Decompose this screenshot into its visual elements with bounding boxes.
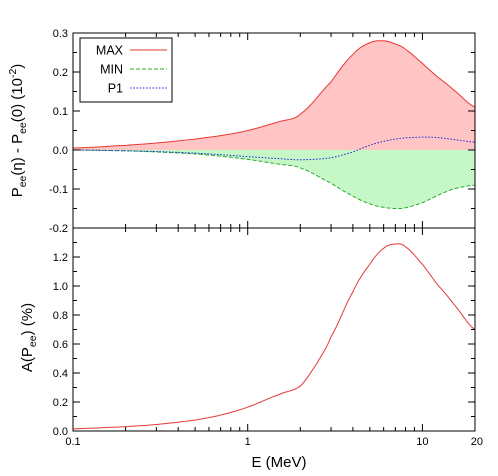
x-axis-title: E (MeV) — [251, 454, 306, 471]
top-y-tick-label: -0.1 — [49, 184, 68, 196]
x-tick-label: 20 — [471, 436, 483, 448]
bottom-lines — [72, 243, 476, 430]
legend-label-min: MIN — [100, 63, 123, 77]
bottom-y-tick-label: 1.0 — [53, 281, 68, 293]
top-fills — [73, 40, 475, 209]
bottom-y-axis-title: A(Pee) (%) — [19, 303, 39, 372]
bottom-y-tick-label: 0.8 — [53, 310, 68, 322]
top-lines — [72, 40, 476, 210]
series-line-min — [72, 149, 476, 210]
bottom-y-tick-label: 0.0 — [53, 426, 68, 438]
series-line-p1 — [72, 136, 476, 161]
x-tick-label: 10 — [416, 436, 428, 448]
legend-label-p1: P1 — [108, 82, 123, 96]
bottom-y-tick-label: 0.6 — [53, 339, 68, 351]
top-y-axis-title: Pee(η) - Pee(0) (10-2) — [7, 64, 29, 198]
bottom-plot-frame — [72, 227, 476, 432]
legend: MAX MIN P1 — [79, 37, 173, 103]
top-y-tick-label: 0.0 — [53, 145, 68, 157]
series-line-max — [72, 40, 476, 149]
bottom-y-tick-label: 0.4 — [53, 368, 68, 380]
top-y-tick-label: 0.3 — [53, 28, 68, 40]
top-y-tick-label: 0.2 — [53, 67, 68, 79]
bottom-ticks: 0.0 0.2 0.4 0.6 0.8 1.0 1.2 0.1 1 10 20 — [53, 227, 483, 448]
area-max — [73, 40, 475, 151]
area-min — [73, 150, 475, 209]
legend-items: MAX MIN P1 — [96, 44, 167, 96]
legend-label-max: MAX — [96, 44, 124, 58]
top-y-tick-label: 0.1 — [53, 106, 68, 118]
bottom-y-tick-label: 0.2 — [53, 397, 68, 409]
x-tick-label: 0.1 — [65, 436, 80, 448]
series-line-asymmetry — [72, 243, 476, 430]
bottom-panel: 0.0 0.2 0.4 0.6 0.8 1.0 1.2 0.1 1 10 20 A(Pee) (%)… — [19, 227, 483, 471]
top-panel: -0.2 -0.1 0.0 0.1 0.2 0.3 MAX MIN P1 Pee(η) - P… — [7, 28, 476, 235]
bottom-y-tick-label: 1.2 — [53, 252, 68, 264]
x-tick-label: 1 — [245, 436, 251, 448]
legend-box — [79, 37, 173, 103]
top-y-tick-label: -0.2 — [49, 223, 68, 235]
